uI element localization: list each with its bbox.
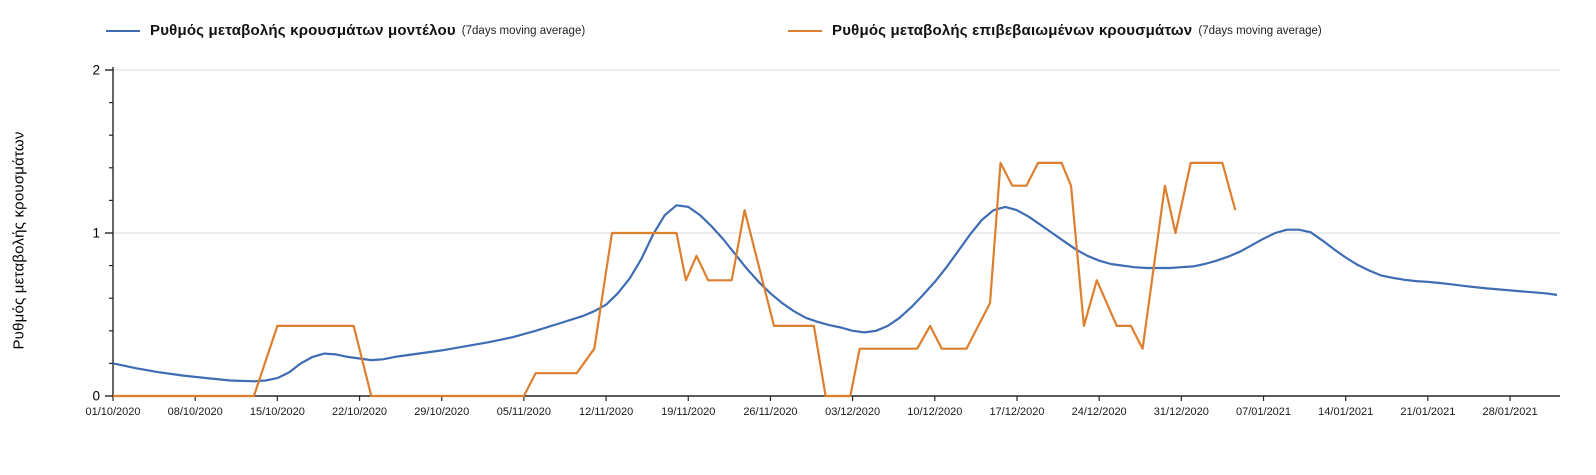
legend-label-confirmed: Ρυθμός μεταβολής επιβεβαιωμένων κρουσμάτ… xyxy=(832,22,1193,39)
x-tick-label: 26/11/2020 xyxy=(743,406,797,418)
legend-item-confirmed: Ρυθμός μεταβολής επιβεβαιωμένων κρουσμάτ… xyxy=(788,22,1322,39)
legend-suffix-confirmed: (7days moving average) xyxy=(1198,24,1322,37)
y-tick-label: 1 xyxy=(92,226,100,241)
x-tick-label: 10/12/2020 xyxy=(907,406,962,418)
legend-item-model: Ρυθμός μεταβολής κρουσμάτων μοντέλου (7d… xyxy=(106,22,585,39)
x-tick-label: 24/12/2020 xyxy=(1072,406,1127,418)
x-tick-label: 14/01/2021 xyxy=(1318,406,1373,418)
x-tick-label: 07/01/2021 xyxy=(1236,406,1291,418)
x-tick-label: 12/11/2020 xyxy=(579,406,633,418)
legend-suffix-model: (7days moving average) xyxy=(461,24,586,37)
x-tick-label: 29/10/2020 xyxy=(414,406,469,418)
y-tick-label: 2 xyxy=(92,63,100,78)
x-tick-label: 08/10/2020 xyxy=(168,406,223,418)
series-line-model xyxy=(112,204,1558,383)
x-tick-label: 31/12/2020 xyxy=(1154,406,1209,418)
x-tick-label: 17/12/2020 xyxy=(989,406,1044,418)
legend-label-model: Ρυθμός μεταβολής κρουσμάτων μοντέλου xyxy=(150,22,456,39)
x-tick-label: 03/12/2020 xyxy=(825,406,880,418)
y-tick-label: 0 xyxy=(92,389,100,404)
legend-line-marker-blue xyxy=(106,29,140,32)
series-line-confirmed xyxy=(113,161,1237,398)
x-tick-label: 05/11/2020 xyxy=(497,406,551,418)
x-tick-label: 22/10/2020 xyxy=(332,406,387,418)
x-tick-label: 01/10/2020 xyxy=(85,406,140,418)
legend-line-marker-orange xyxy=(788,29,822,32)
x-tick-label: 21/01/2021 xyxy=(1400,406,1455,418)
y-axis-title: Ρυθμός μεταβολής κρουσμάτων xyxy=(10,131,28,350)
x-tick-label: 15/10/2020 xyxy=(250,406,305,418)
x-tick-label: 19/11/2020 xyxy=(661,406,715,418)
x-tick-label: 28/01/2021 xyxy=(1483,406,1538,418)
